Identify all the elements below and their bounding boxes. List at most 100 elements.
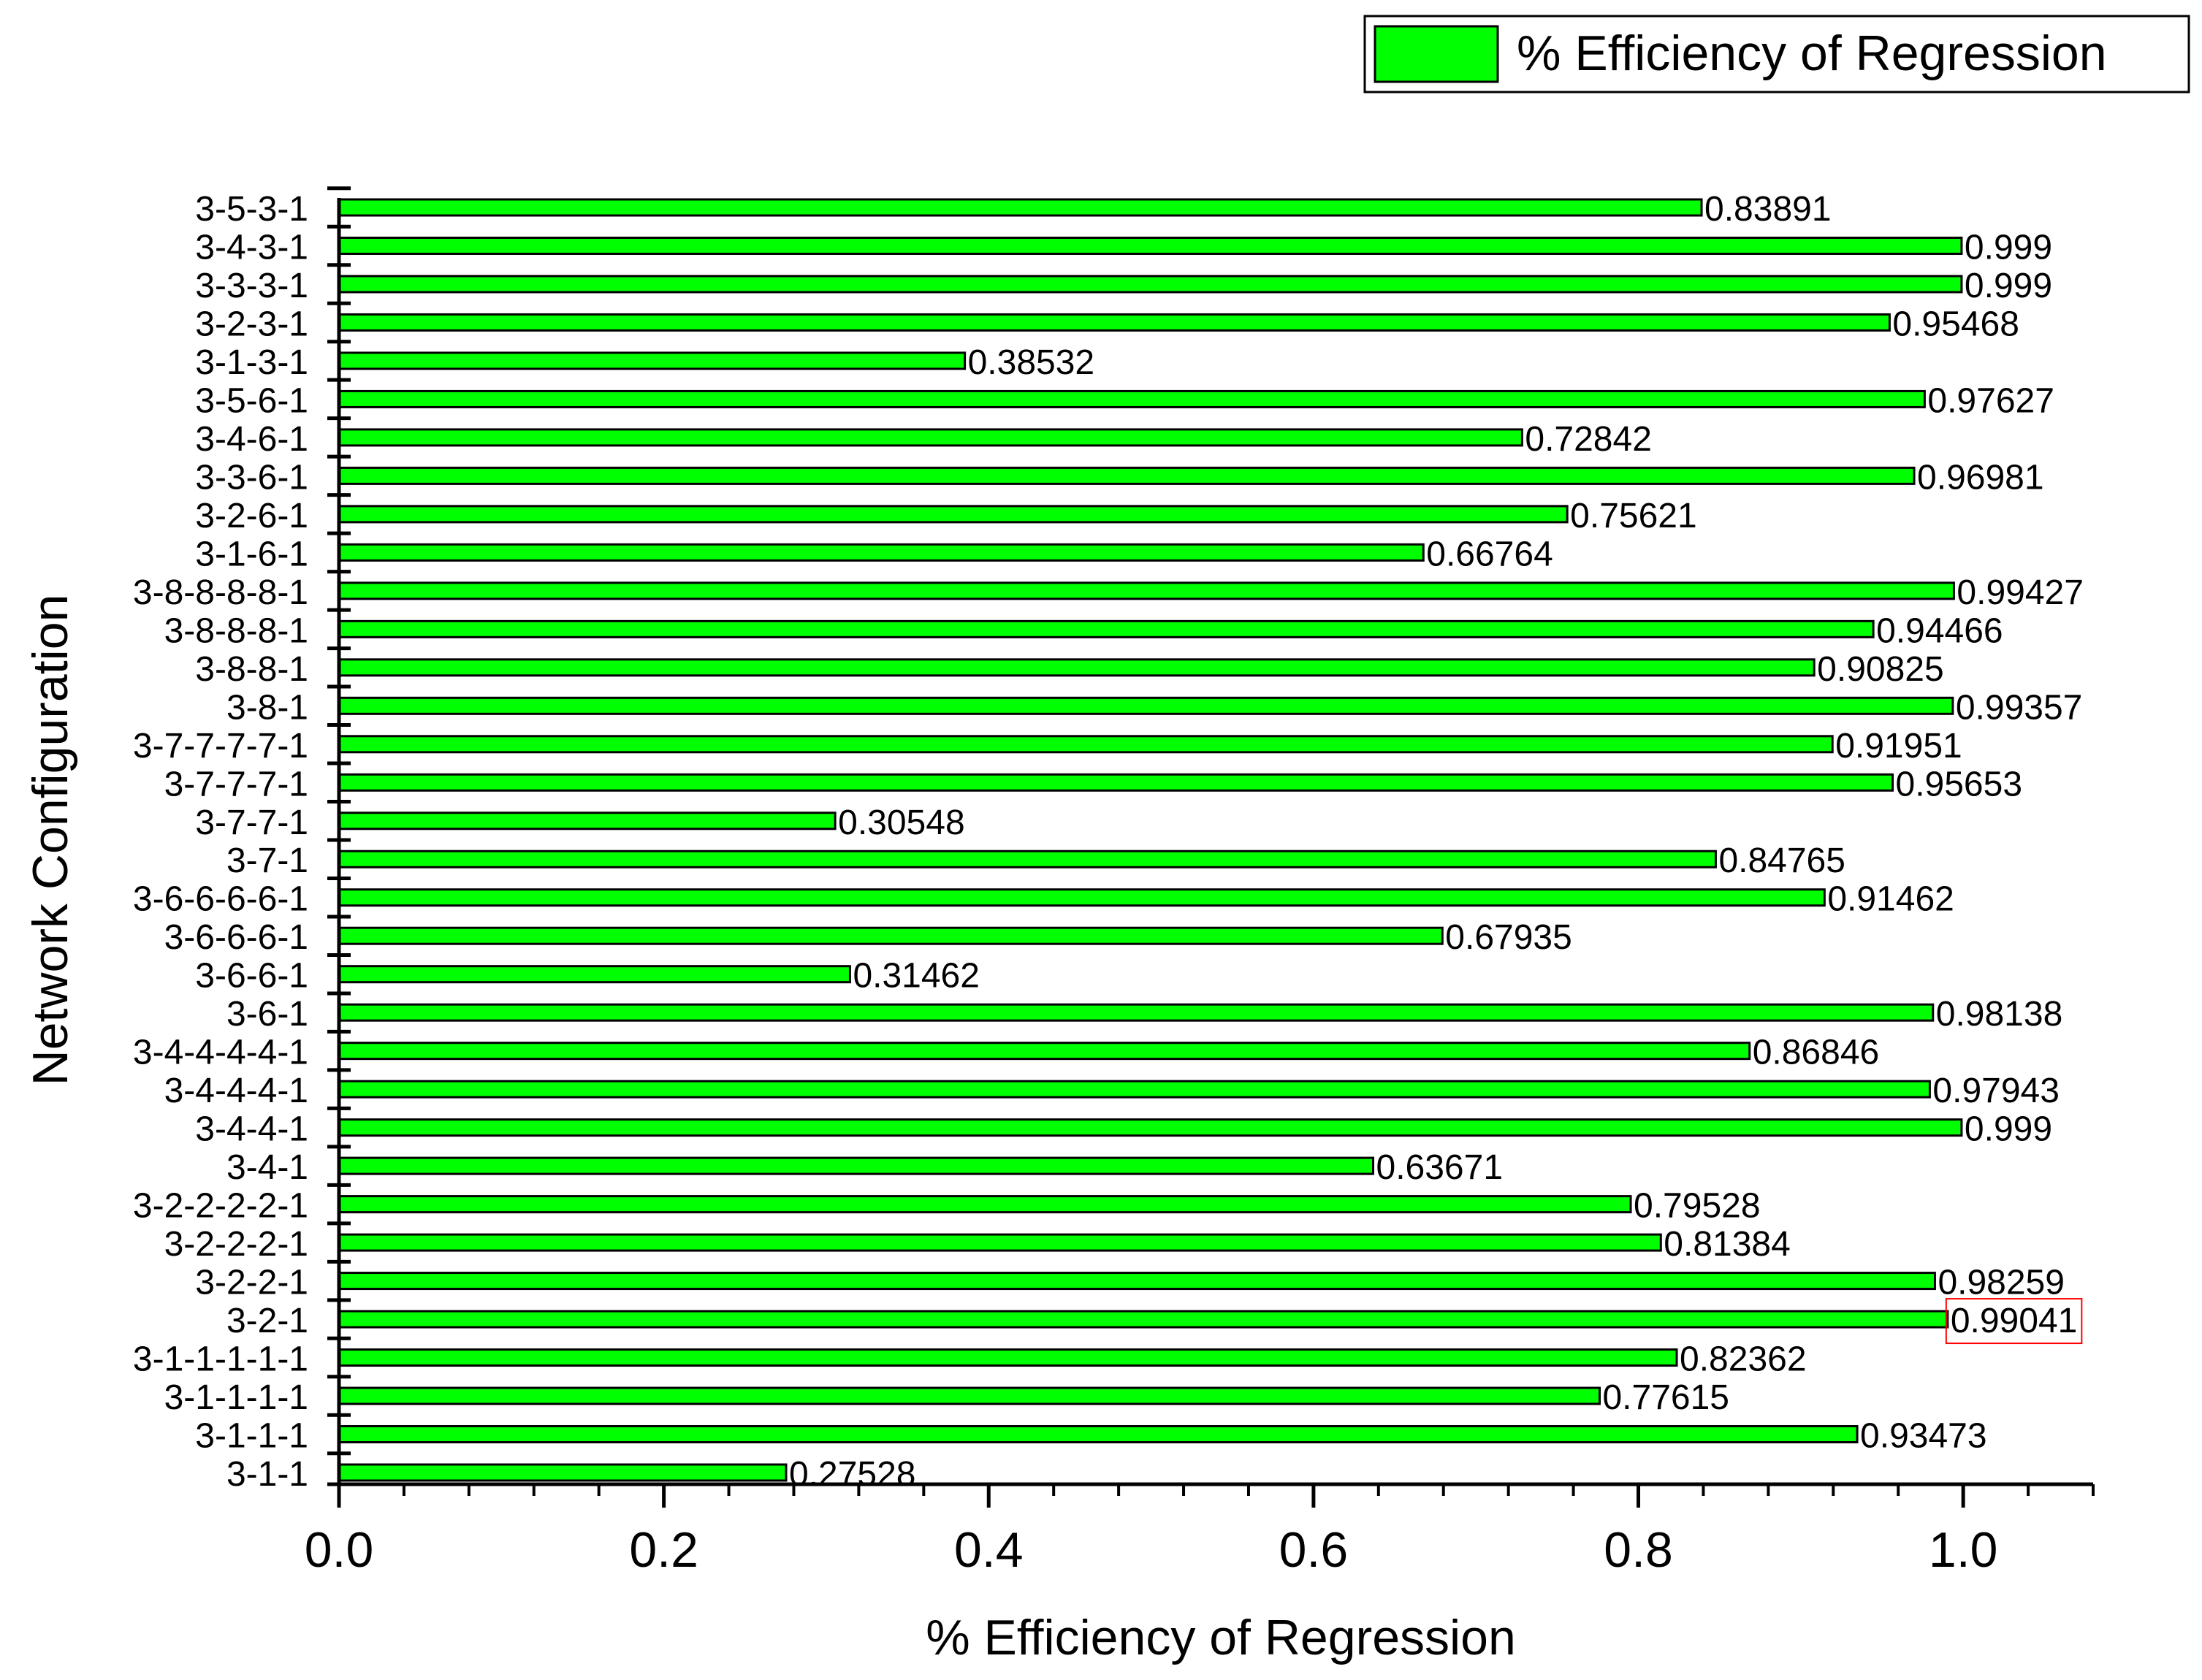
bar <box>338 1386 1601 1405</box>
y-tick-label: 3-2-2-2-1 <box>164 1225 308 1264</box>
y-axis: 3-1-13-1-1-13-1-1-1-13-1-1-1-1-13-2-13-2… <box>133 186 351 1494</box>
bar <box>338 735 1834 754</box>
bar <box>338 888 1826 907</box>
y-tick-label: 3-2-1 <box>226 1302 308 1340</box>
bar-value-label: 0.30548 <box>838 803 965 842</box>
bar-value-label: 0.96981 <box>1917 458 2044 497</box>
bar <box>338 926 1444 945</box>
bar <box>338 466 1916 485</box>
bar <box>338 849 1717 868</box>
y-tick-label: 3-6-6-6-6-1 <box>133 880 308 919</box>
y-axis-title: Network Configuration <box>23 595 78 1086</box>
bar-value-label: 0.86846 <box>1753 1034 1880 1072</box>
highlight-box <box>1945 1298 2083 1345</box>
y-tick-label: 3-1-3-1 <box>195 343 308 382</box>
bar-value-label: 0.97627 <box>1927 381 2054 420</box>
y-tick-label: 3-3-6-1 <box>195 458 308 497</box>
bar <box>338 581 1955 600</box>
y-tick-label: 3-6-6-1 <box>195 957 308 996</box>
bar-value-label: 0.98138 <box>1936 995 2063 1034</box>
y-tick-label: 3-8-1 <box>226 688 308 727</box>
bar <box>338 198 1703 217</box>
y-tick-label: 3-1-1-1-1 <box>164 1378 308 1417</box>
bar-value-label: 0.67935 <box>1445 918 1572 957</box>
y-tick-label: 3-1-6-1 <box>195 535 308 573</box>
bar-value-label: 0.99427 <box>1957 573 2084 612</box>
y-tick-label: 3-4-3-1 <box>195 228 308 267</box>
x-tick-label: 0.4 <box>954 1522 1024 1578</box>
bar-value-label: 0.77615 <box>1602 1378 1729 1417</box>
bar-value-label: 0.95653 <box>1896 765 2023 803</box>
y-tick-label: 3-1-1 <box>226 1455 308 1494</box>
bar <box>338 1042 1751 1061</box>
bar <box>338 428 1523 447</box>
bar-value-label: 0.999 <box>1965 1110 2052 1149</box>
y-tick-label: 3-8-8-8-1 <box>164 611 308 650</box>
x-tick-label: 0.2 <box>629 1522 698 1578</box>
bar-value-label: 0.66764 <box>1426 535 1553 573</box>
y-tick-label: 3-4-1 <box>226 1148 308 1187</box>
bar-value-label: 0.90825 <box>1817 650 1944 689</box>
bar-value-label: 0.98259 <box>1938 1264 2065 1302</box>
bar <box>338 236 1963 255</box>
bar <box>338 389 1926 408</box>
bar <box>338 1080 1931 1099</box>
y-tick-label: 3-4-4-4-1 <box>164 1072 308 1110</box>
bar <box>338 543 1425 562</box>
bar-value-label: 0.84765 <box>1718 841 1845 880</box>
bar <box>338 1310 1949 1329</box>
x-tick-label: 0.0 <box>305 1522 374 1578</box>
bar <box>338 1118 1963 1137</box>
bar <box>338 313 1891 332</box>
bar-value-label: 0.97943 <box>1932 1072 2060 1110</box>
bar <box>338 619 1875 638</box>
y-tick-label: 3-8-8-8-8-1 <box>133 573 308 612</box>
y-tick-label: 3-3-3-1 <box>195 267 308 305</box>
y-tick-label: 3-6-6-6-1 <box>164 918 308 957</box>
y-tick-label: 3-2-3-1 <box>195 305 308 343</box>
bar-value-label: 0.91462 <box>1827 880 1954 919</box>
bar <box>338 1233 1662 1252</box>
bar <box>338 965 851 984</box>
y-tick-label: 3-6-1 <box>226 995 308 1034</box>
y-tick-label: 3-5-6-1 <box>195 381 308 420</box>
bar <box>338 1003 1935 1022</box>
bar-value-label: 0.38532 <box>968 343 1095 382</box>
y-tick-label: 3-2-6-1 <box>195 497 308 535</box>
x-tick-label: 0.6 <box>1279 1522 1349 1578</box>
y-tick-label: 3-7-7-7-7-1 <box>133 727 308 765</box>
bar <box>338 696 1954 715</box>
legend-label: % Efficiency of Regression <box>1517 26 2107 81</box>
bar-value-label: 0.999 <box>1965 267 2052 305</box>
y-tick-label: 3-4-6-1 <box>195 420 308 459</box>
x-axis-title: % Efficiency of Regression <box>926 1610 1516 1665</box>
legend: % Efficiency of Regression <box>1363 15 2190 93</box>
bar <box>338 1156 1375 1175</box>
bar <box>338 1348 1678 1367</box>
bar-value-label: 0.63671 <box>1376 1148 1504 1187</box>
y-tick-label: 3-7-7-7-1 <box>164 765 308 803</box>
bar-value-label: 0.93473 <box>1860 1417 1987 1456</box>
y-tick-label: 3-2-2-2-2-1 <box>133 1187 308 1226</box>
y-tick-label: 3-4-4-1 <box>195 1110 308 1149</box>
x-axis: 0.0 0.2 0.4 0.6 0.8 1.0 <box>305 1482 2095 1578</box>
bar <box>338 275 1963 294</box>
bars-layer <box>338 198 1963 1482</box>
bar <box>338 1272 1936 1291</box>
bar <box>338 812 837 831</box>
bar <box>338 1195 1632 1214</box>
y-tick-label: 3-8-8-1 <box>195 650 308 689</box>
bar-value-label: 0.27528 <box>789 1455 916 1494</box>
bar-value-label: 0.95468 <box>1892 305 2019 343</box>
bar <box>338 1425 1859 1444</box>
y-tick-label: 3-4-4-4-4-1 <box>133 1034 308 1072</box>
legend-swatch <box>1374 25 1499 83</box>
y-tick-label: 3-7-1 <box>226 841 308 880</box>
bar-value-label: 0.99041 <box>1951 1302 2078 1340</box>
bar <box>338 773 1894 792</box>
bar-value-label: 0.99357 <box>1956 688 2083 727</box>
bar-value-label: 0.79528 <box>1634 1187 1761 1226</box>
bar-value-label: 0.91951 <box>1835 727 1962 765</box>
